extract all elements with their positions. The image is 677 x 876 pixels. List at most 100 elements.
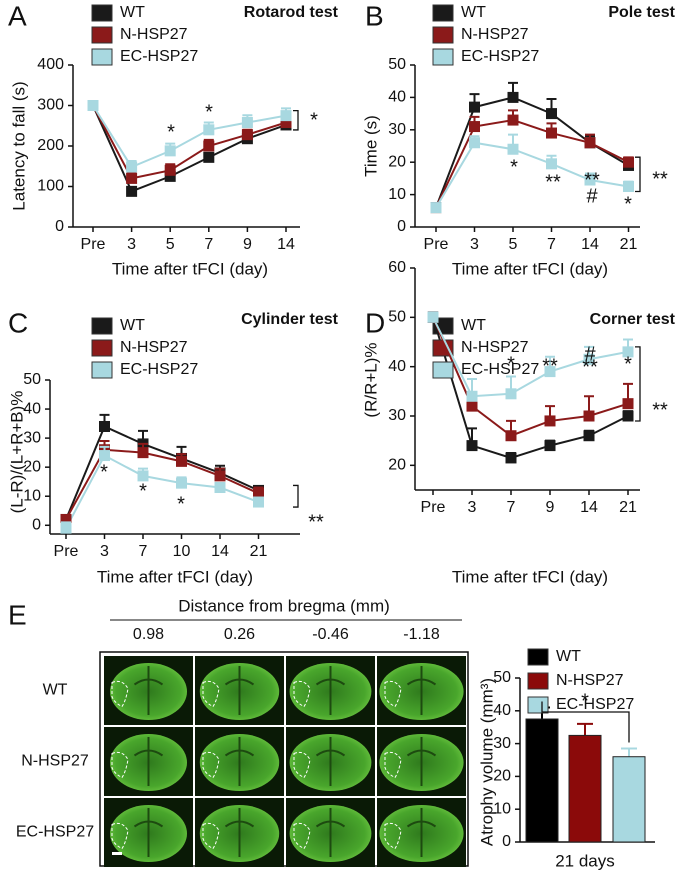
y-tick-label: 50 bbox=[388, 309, 406, 326]
row-label: WT bbox=[43, 682, 68, 699]
ventricle bbox=[406, 737, 437, 786]
image-grid: Distance from bregma (mm) 0.98 0.26 -0.46 -1… bbox=[16, 596, 469, 867]
x-tick-label: 14 bbox=[277, 236, 295, 253]
legend-label: EC-HSP27 bbox=[461, 361, 539, 378]
marker bbox=[466, 390, 478, 402]
annotation: * bbox=[510, 156, 518, 178]
marker bbox=[466, 400, 478, 412]
chart-title: Rotarod test bbox=[244, 4, 339, 21]
marker bbox=[544, 366, 556, 378]
y-tick-label: 60 bbox=[388, 259, 406, 276]
marker bbox=[164, 164, 176, 176]
annotation: # bbox=[584, 343, 596, 365]
chart-title: Cylinder test bbox=[241, 311, 339, 328]
y-tick-label: 40 bbox=[388, 358, 406, 375]
chart-title: Pole test bbox=[608, 4, 675, 21]
y-tick-label: 300 bbox=[37, 97, 64, 114]
legend-label: WT bbox=[461, 317, 486, 334]
series-line bbox=[92, 105, 287, 180]
bracket bbox=[635, 156, 641, 193]
marker bbox=[241, 117, 253, 129]
marker bbox=[583, 410, 595, 422]
bracket bbox=[293, 484, 299, 508]
panel-label: B bbox=[365, 0, 384, 31]
marker bbox=[137, 447, 149, 459]
y-tick-label: 40 bbox=[493, 702, 511, 719]
y-tick-label: 40 bbox=[388, 89, 406, 106]
y-tick-label: 10 bbox=[23, 487, 41, 504]
legend-swatch bbox=[91, 339, 113, 357]
y-tick-label: 10 bbox=[388, 186, 406, 203]
bar bbox=[525, 718, 559, 843]
x-axis-label: 21 days bbox=[555, 851, 615, 870]
marker bbox=[87, 100, 99, 111]
marker bbox=[584, 137, 596, 149]
legend-label: EC-HSP27 bbox=[461, 48, 539, 65]
x-tick-label: Pre bbox=[424, 236, 449, 253]
infarct-outline bbox=[293, 751, 311, 779]
marker bbox=[164, 145, 176, 157]
annotation: * bbox=[205, 101, 213, 123]
ventricle bbox=[133, 666, 164, 715]
annotation: * bbox=[507, 353, 515, 375]
marker bbox=[546, 158, 557, 170]
x-axis-label: Time after tFCI (day) bbox=[97, 567, 253, 586]
x-tick-label: 3 bbox=[127, 236, 136, 253]
y-tick-label: 50 bbox=[23, 371, 41, 388]
marker bbox=[164, 170, 176, 182]
chart-title: Corner test bbox=[590, 311, 676, 328]
legend-label: WT bbox=[556, 648, 581, 665]
x-tick-label: 21 bbox=[620, 236, 638, 253]
y-tick-label: 20 bbox=[493, 768, 511, 785]
ventricle bbox=[315, 808, 346, 857]
infarct-outline bbox=[111, 680, 129, 708]
ventricle bbox=[315, 666, 346, 715]
y-tick-label: 40 bbox=[23, 400, 41, 417]
annotation: ** bbox=[545, 171, 561, 193]
legend-swatch bbox=[527, 696, 549, 714]
x-tick-label: 5 bbox=[166, 236, 175, 253]
bar bbox=[568, 734, 602, 843]
marker bbox=[583, 430, 595, 442]
series-line bbox=[435, 141, 629, 209]
marker bbox=[176, 455, 187, 467]
ventricle bbox=[224, 737, 255, 786]
annotation: # bbox=[586, 185, 598, 207]
series-line bbox=[432, 316, 629, 437]
marker bbox=[469, 101, 480, 113]
series-line bbox=[92, 104, 287, 169]
marker bbox=[214, 482, 226, 494]
legend-label: N-HSP27 bbox=[120, 339, 188, 356]
x-tick-label: 14 bbox=[580, 499, 598, 516]
y-tick-label: 0 bbox=[55, 218, 64, 235]
ventricle bbox=[406, 666, 437, 715]
x-tick-label: 9 bbox=[546, 499, 555, 516]
marker bbox=[469, 121, 480, 133]
marker bbox=[507, 114, 519, 126]
legend-swatch bbox=[432, 48, 454, 66]
infarct-outline bbox=[111, 751, 129, 779]
marker bbox=[622, 346, 634, 358]
ventricle bbox=[315, 737, 346, 786]
series-line bbox=[432, 316, 629, 398]
x-tick-label: 21 bbox=[250, 543, 268, 560]
y-tick-label: 10 bbox=[493, 800, 511, 817]
column-label: -0.46 bbox=[312, 626, 349, 643]
scale-bar bbox=[112, 852, 122, 855]
legend-label: WT bbox=[461, 4, 486, 21]
row-label: EC-HSP27 bbox=[16, 824, 94, 841]
x-tick-label: Pre bbox=[421, 499, 446, 516]
y-tick-label: 100 bbox=[37, 178, 64, 195]
marker bbox=[622, 410, 634, 422]
marker bbox=[544, 440, 556, 452]
legend-label: WT bbox=[120, 317, 145, 334]
panel-label: D bbox=[365, 307, 385, 338]
panel-label: C bbox=[8, 307, 28, 338]
marker bbox=[546, 108, 557, 120]
series-line bbox=[65, 448, 259, 520]
y-tick-label: 20 bbox=[388, 153, 406, 170]
y-tick-label: 200 bbox=[37, 137, 64, 154]
series-line bbox=[435, 119, 629, 208]
legend-swatch bbox=[91, 48, 113, 66]
x-tick-label: 14 bbox=[581, 236, 599, 253]
